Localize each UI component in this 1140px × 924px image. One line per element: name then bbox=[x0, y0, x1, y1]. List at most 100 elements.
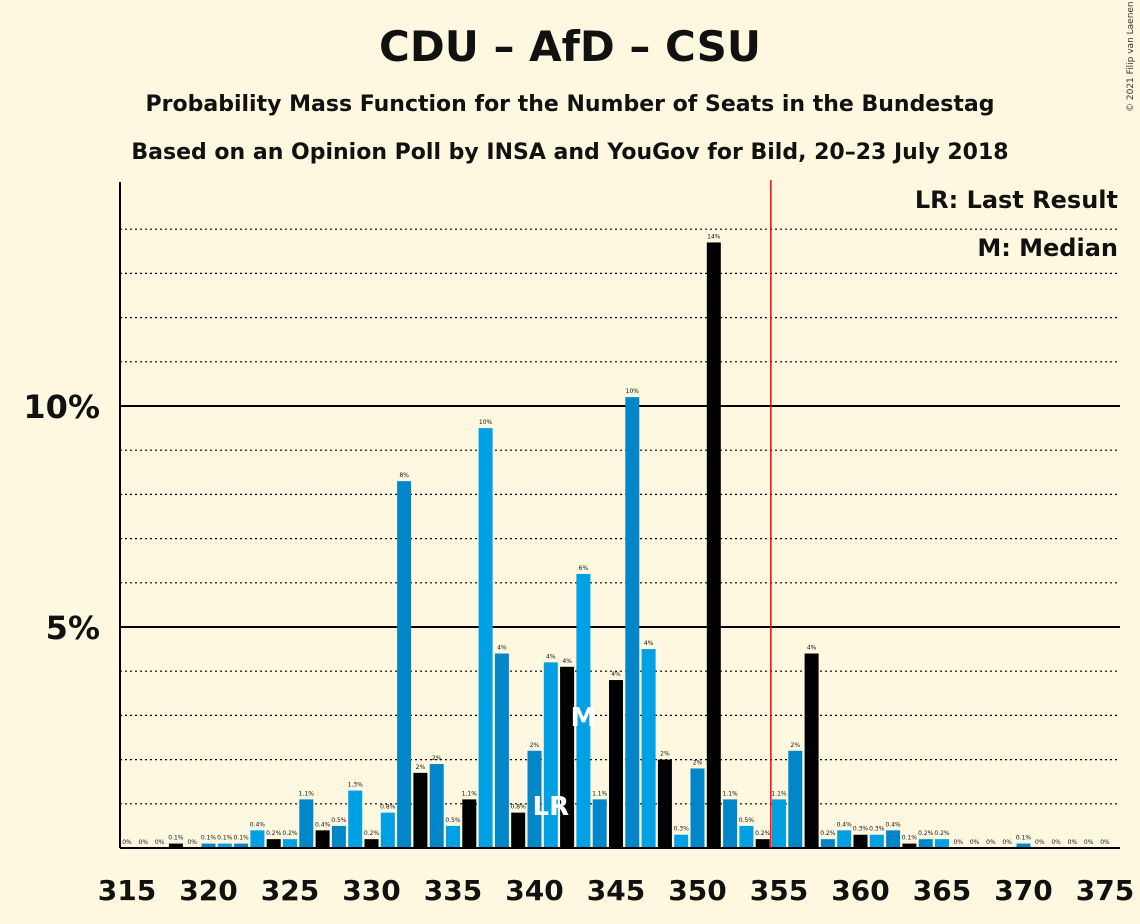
bar-seat-341 bbox=[543, 662, 558, 848]
chart-subtitle-2: Based on an Opinion Poll by INSA and You… bbox=[131, 140, 1009, 165]
data-label-seat-321: 0.1% bbox=[217, 835, 233, 842]
bar-seat-327 bbox=[315, 830, 330, 848]
bar-seat-347 bbox=[641, 649, 656, 848]
bar-seat-333 bbox=[413, 772, 428, 848]
data-label-seat-349: 0.3% bbox=[674, 826, 690, 833]
bar-seat-325 bbox=[283, 839, 297, 848]
x-tick-label: 350 bbox=[668, 874, 726, 907]
bar-seat-359 bbox=[837, 830, 852, 848]
data-label-seat-361: 0.3% bbox=[869, 826, 885, 833]
data-label-seat-344: 1.1% bbox=[592, 790, 608, 797]
bar-seat-350 bbox=[690, 768, 705, 848]
bar-seat-320 bbox=[201, 843, 216, 848]
data-label-seat-375: 0% bbox=[1100, 839, 1110, 846]
bar-seat-334 bbox=[429, 764, 444, 848]
data-label-seat-348: 2% bbox=[660, 751, 670, 758]
data-label-seat-374: 0% bbox=[1084, 839, 1094, 846]
bar-seat-335 bbox=[446, 825, 460, 848]
data-label-seat-370: 0.1% bbox=[1016, 835, 1032, 842]
x-tick-label: 325 bbox=[261, 874, 319, 907]
data-label-seat-363: 0.1% bbox=[902, 835, 918, 842]
bar-seat-342 bbox=[560, 666, 575, 848]
bar-seat-348 bbox=[657, 759, 672, 848]
data-label-seat-364: 0.2% bbox=[918, 830, 934, 837]
data-label-seat-318: 0.1% bbox=[168, 835, 184, 842]
data-label-seat-346: 10% bbox=[626, 388, 640, 395]
x-tick-label: 345 bbox=[587, 874, 645, 907]
data-label-seat-320: 0.1% bbox=[201, 835, 217, 842]
data-label-seat-323: 0.4% bbox=[250, 821, 266, 828]
markers: LR M bbox=[533, 180, 772, 848]
last-result-marker: LR bbox=[533, 792, 570, 822]
data-label-seat-330: 0.2% bbox=[364, 830, 380, 837]
y-tick-label: 5% bbox=[46, 609, 100, 647]
data-label-seat-372: 0% bbox=[1051, 839, 1061, 846]
bars bbox=[168, 242, 1031, 848]
bar-seat-365 bbox=[935, 839, 949, 848]
bar-seat-324 bbox=[266, 839, 281, 848]
data-label-seat-333: 2% bbox=[416, 764, 426, 771]
bar-seat-356 bbox=[788, 750, 803, 848]
data-label-seat-360: 0.3% bbox=[853, 826, 869, 833]
data-label-seat-336: 1.1% bbox=[462, 790, 478, 797]
data-label-seat-373: 0% bbox=[1068, 839, 1078, 846]
bar-seat-354 bbox=[755, 839, 770, 848]
chart-title: CDU – AfD – CSU bbox=[379, 22, 761, 71]
data-label-seat-357: 4% bbox=[807, 645, 817, 652]
bar-seat-362 bbox=[886, 830, 901, 848]
chart-subtitle-1: Probability Mass Function for the Number… bbox=[145, 92, 995, 117]
legend-last-result: LR: Last Result bbox=[914, 186, 1118, 214]
data-label-seat-340: 2% bbox=[530, 742, 540, 749]
data-label-seat-335: 0.5% bbox=[445, 817, 461, 824]
x-tick-label: 370 bbox=[994, 874, 1052, 907]
bar-seat-336 bbox=[462, 799, 477, 848]
data-label-seat-355: 1.1% bbox=[771, 790, 787, 797]
data-label-seat-366: 0% bbox=[954, 839, 964, 846]
x-tick-label: 330 bbox=[342, 874, 400, 907]
bar-seat-346 bbox=[625, 397, 640, 848]
data-label-seat-358: 0.2% bbox=[820, 830, 836, 837]
bar-seat-351 bbox=[706, 242, 721, 848]
legend-median: M: Median bbox=[977, 234, 1118, 262]
data-label-seat-315: 0% bbox=[122, 839, 132, 846]
bar-seat-355 bbox=[772, 799, 786, 848]
x-tick-label: 335 bbox=[424, 874, 482, 907]
median-marker: M bbox=[570, 703, 596, 733]
bar-seat-370 bbox=[1016, 843, 1031, 848]
data-label-seat-371: 0% bbox=[1035, 839, 1045, 846]
bar-seat-353 bbox=[739, 825, 754, 848]
bar-seat-338 bbox=[494, 653, 509, 848]
data-label-seat-317: 0% bbox=[155, 839, 165, 846]
data-label-seat-350: 2% bbox=[693, 759, 703, 766]
x-tick-label: 315 bbox=[98, 874, 156, 907]
data-label-seat-334: 2% bbox=[432, 755, 442, 762]
bar-seat-364 bbox=[918, 839, 933, 848]
bar-seat-331 bbox=[380, 812, 395, 848]
data-label-seat-352: 1.1% bbox=[722, 790, 738, 797]
bar-seat-322 bbox=[234, 843, 249, 848]
data-label-seat-342: 4% bbox=[562, 658, 572, 665]
data-label-seat-368: 0% bbox=[986, 839, 996, 846]
x-tick-label: 355 bbox=[750, 874, 808, 907]
x-tick-label: 360 bbox=[831, 874, 889, 907]
bar-seat-352 bbox=[723, 799, 738, 848]
data-label-seat-347: 4% bbox=[644, 640, 654, 647]
data-label-seat-338: 4% bbox=[497, 645, 507, 652]
data-label-seat-325: 0.2% bbox=[282, 830, 298, 837]
bar-seat-330 bbox=[364, 839, 379, 848]
bar-seat-363 bbox=[902, 843, 917, 848]
data-label-seat-332: 8% bbox=[399, 472, 409, 479]
bar-seat-329 bbox=[348, 790, 363, 848]
bar-seat-345 bbox=[609, 680, 623, 848]
data-label-seat-341: 4% bbox=[546, 653, 556, 660]
bar-seat-361 bbox=[869, 834, 884, 848]
data-label-seat-343: 6% bbox=[579, 565, 589, 572]
bar-seat-340 bbox=[527, 750, 542, 848]
x-tick-label: 375 bbox=[1076, 874, 1134, 907]
bar-seat-357 bbox=[804, 653, 819, 848]
bar-seat-328 bbox=[331, 825, 346, 848]
data-label-seat-319: 0% bbox=[187, 839, 197, 846]
data-label-seat-369: 0% bbox=[1002, 839, 1012, 846]
bar-seat-358 bbox=[820, 839, 835, 848]
